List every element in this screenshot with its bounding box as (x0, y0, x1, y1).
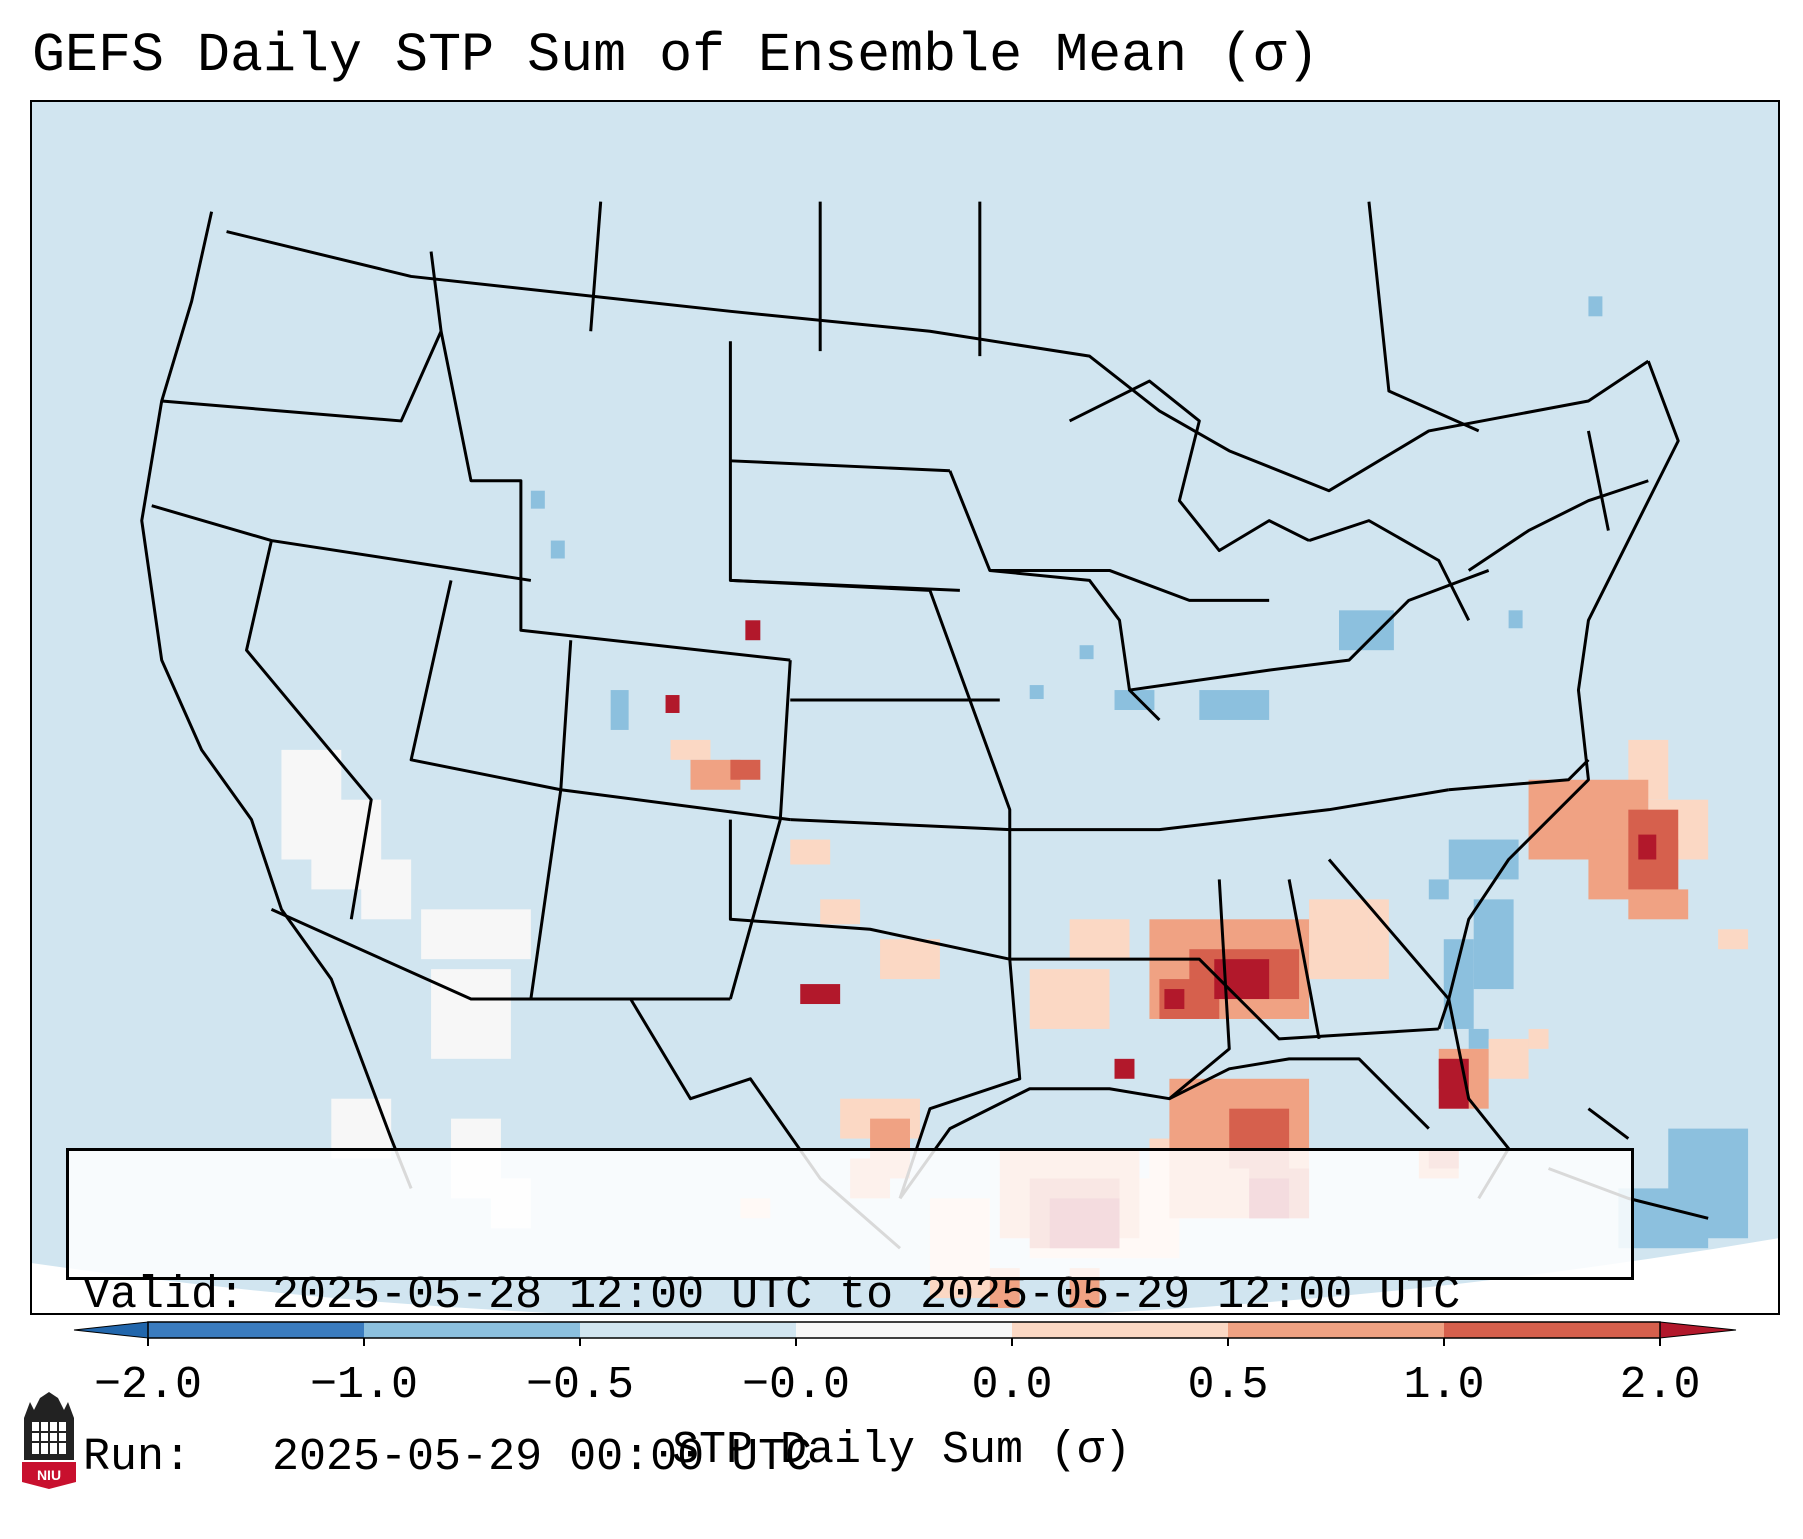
colorbar-tick-label: −2.0 (93, 1360, 203, 1411)
niu-logo-icon: NIU (22, 1392, 76, 1489)
colorbar-tick-label: 0.0 (971, 1360, 1053, 1411)
info-box: Valid: 2025-05-28 12:00 UTC to 2025-05-2… (66, 1148, 1634, 1483)
domain-edge (32, 1238, 1778, 1313)
boundaries (140, 201, 1709, 1250)
colorbar-label: STP Daily Sum (σ) (671, 1425, 1132, 1476)
colorbar-tick-label: 2.0 (1619, 1360, 1701, 1411)
colorbar-tick-label: −0.5 (525, 1360, 635, 1411)
colorbar-tick-label: −1.0 (309, 1360, 419, 1411)
chart-title: GEFS Daily STP Sum of Ensemble Mean (σ) (32, 24, 1320, 87)
svg-text:NIU: NIU (37, 1467, 61, 1483)
colorbar-extend-max (1659, 1321, 1737, 1339)
map-panel[interactable] (30, 100, 1780, 1315)
stp-map (32, 102, 1778, 1313)
colorbar-tick-label: 1.0 (1403, 1360, 1485, 1411)
colorbar-tick-label: 0.5 (1187, 1360, 1269, 1411)
valid-time: Valid: 2025-05-28 12:00 UTC to 2025-05-2… (83, 1270, 1461, 1321)
colorbar-tick-label: −0.0 (741, 1360, 851, 1411)
run-time: Run: 2025-05-29 00:00 UTC (83, 1432, 813, 1483)
